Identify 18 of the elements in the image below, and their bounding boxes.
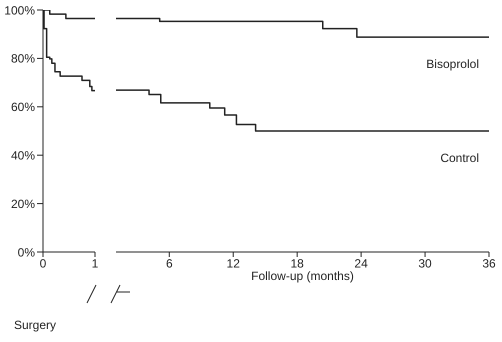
x-axis-title: Follow-up (months) <box>251 269 354 283</box>
x-tick-label: 30 <box>418 256 432 271</box>
y-tick-label: 0% <box>18 245 36 260</box>
series-label: Bisoprolol <box>426 57 479 72</box>
y-tick-label: 20% <box>10 196 36 211</box>
y-tick-label: 40% <box>10 148 36 162</box>
x-tick-label: 1 <box>92 256 99 271</box>
series-label: Control <box>440 151 479 165</box>
y-tick-label: 60% <box>10 100 36 114</box>
x-tick-label: 36 <box>482 256 496 271</box>
text: Surgery <box>14 318 56 332</box>
x-tick-label: 6 <box>166 256 173 271</box>
x-tick-label: 0 <box>40 256 47 271</box>
x-tick-label: 24 <box>354 256 368 271</box>
y-tick-label: 80% <box>10 52 36 66</box>
x-tick-label: 12 <box>226 256 240 271</box>
x-tick-label: 18 <box>290 256 304 271</box>
y-tick-label: 100% <box>4 3 36 18</box>
